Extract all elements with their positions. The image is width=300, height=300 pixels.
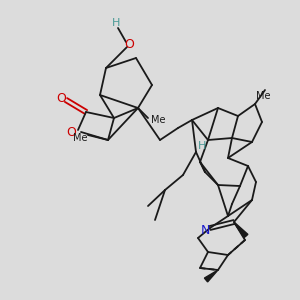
- Polygon shape: [234, 222, 248, 238]
- Text: H: H: [112, 18, 120, 28]
- Text: Me: Me: [256, 91, 270, 101]
- Text: O: O: [124, 38, 134, 50]
- Polygon shape: [204, 270, 218, 282]
- Text: H: H: [198, 141, 206, 151]
- Text: Me: Me: [151, 115, 165, 125]
- Text: N: N: [200, 224, 210, 238]
- Text: O: O: [56, 92, 66, 104]
- Text: O: O: [66, 127, 76, 140]
- Text: Me: Me: [73, 133, 87, 143]
